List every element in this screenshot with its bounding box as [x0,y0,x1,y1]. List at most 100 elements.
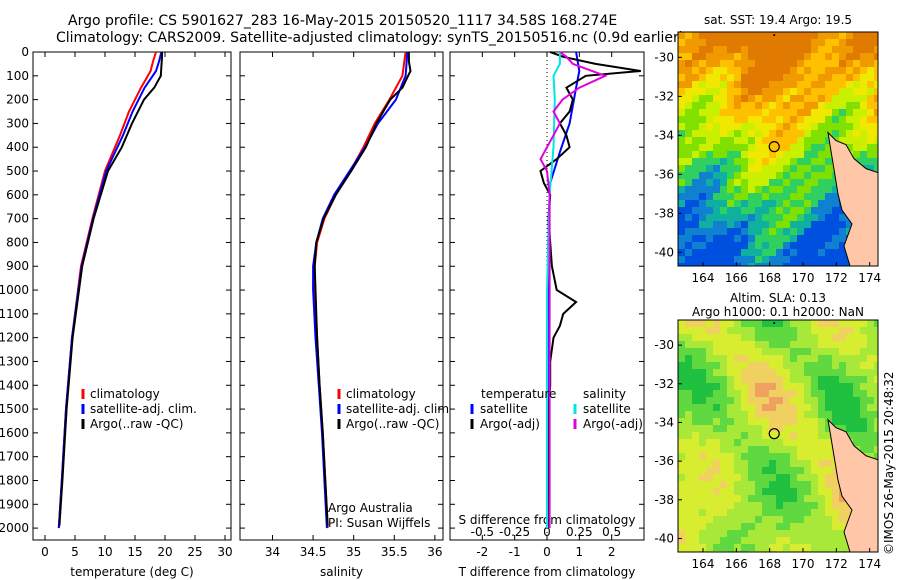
map-cell [692,439,700,447]
map-cell [727,369,735,377]
map-cell [776,425,784,433]
map-cell [783,116,791,124]
map-cell [790,432,798,440]
map-cell [727,404,735,412]
map-cell [706,172,714,180]
map-cell [818,67,826,75]
map-cell [727,467,735,475]
map-cell [818,207,826,215]
map-cell [678,453,686,461]
map-cell [748,214,756,222]
map-cell [818,327,826,335]
map-cell [692,53,700,61]
map-cell [804,123,812,131]
map-cell [755,320,763,328]
map-cell [720,383,728,391]
map-cell [734,362,742,370]
map-cell [755,81,763,89]
map-cell [811,242,819,250]
map-cell [755,404,763,412]
map-cell [720,263,728,266]
map-cell [867,348,875,356]
map-cell [783,256,791,264]
map-cell [790,158,798,166]
map-cell [713,46,721,54]
map-cell [811,481,819,489]
map-cell [713,88,721,96]
map-cell [685,60,693,68]
map-cell [783,488,791,496]
map-cell [748,242,756,250]
map-cell [769,537,777,545]
map-cell [804,495,812,503]
map-cell [839,509,847,517]
map-cell [867,53,875,61]
map-cell [692,186,700,194]
land-mass [827,418,878,552]
map-cell [804,418,812,426]
map-cell [790,516,798,524]
map-cell [748,179,756,187]
map-cell [769,446,777,454]
map-cell [699,158,707,166]
map-cell [825,109,833,117]
map-cell [846,88,854,96]
map-cell [811,383,819,391]
map-cell [713,235,721,243]
map-cell [818,453,826,461]
map-cell [762,390,770,398]
map-cell [692,200,700,208]
map-cell [867,46,875,54]
map-cell [706,221,714,229]
map-cell [734,390,742,398]
map-cell [818,249,826,257]
map-cell [769,327,777,335]
map-cell [790,355,798,363]
map-cell [727,425,735,433]
map-cell [797,432,805,440]
map-cell [713,544,721,552]
map-cell [825,207,833,215]
map-cell [685,544,693,552]
map-cell [734,509,742,517]
map-cell [867,390,875,398]
map-cell [790,509,798,517]
map-cell [811,214,819,222]
map-cell [741,425,749,433]
map-cell [867,158,875,166]
map-cell [769,397,777,405]
map-cell [685,46,693,54]
y-tick-label: 1300 [0,354,29,368]
map-cell [720,355,728,363]
map-cell [741,214,749,222]
map-cell [720,537,728,545]
map-cell [783,341,791,349]
map-cell [776,116,784,124]
y-tick-label: 1100 [0,307,29,321]
map-cell [783,235,791,243]
map-cell [762,439,770,447]
map-cell [769,109,777,117]
map-cell [713,348,721,356]
y-tick-label: -34 [654,415,674,429]
map-cell [699,109,707,117]
map-cell [713,256,721,264]
map-cell [825,544,833,552]
map-cell [839,362,847,370]
map-cell [699,355,707,363]
map-cell [832,102,840,110]
map-cell [692,81,700,89]
map-cell [734,81,742,89]
map-cell [832,235,840,243]
map-cell [804,53,812,61]
map-cell [748,516,756,524]
map-cell [713,67,721,75]
map-cell [734,53,742,61]
map-cell [755,355,763,363]
map-cell [678,425,686,433]
map-cell [783,523,791,531]
map-cell [755,144,763,152]
map-cell [678,158,686,166]
map-cell [825,523,833,531]
map-cell [874,404,878,412]
